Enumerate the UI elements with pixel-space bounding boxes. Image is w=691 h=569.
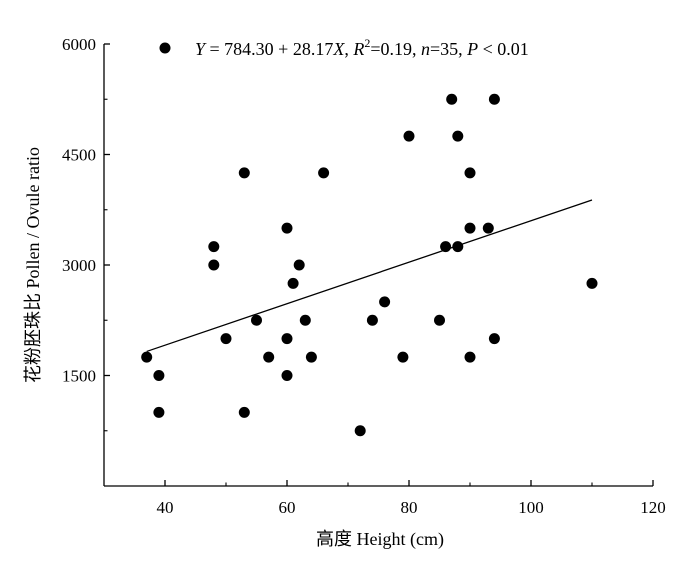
data-point-14 <box>287 277 299 289</box>
legend-text: Y = 784.30 + 28.17X, R2=0.19, n=35, P < … <box>195 36 529 59</box>
data-point-25 <box>440 241 452 253</box>
data-point-33 <box>488 93 500 105</box>
data-point-32 <box>482 222 494 234</box>
data-point-24 <box>434 314 445 326</box>
data-point-4 <box>208 241 220 253</box>
y-tick-label-6000: 6000 <box>62 35 96 54</box>
data-point-17 <box>305 351 317 363</box>
data-point-13 <box>281 370 293 381</box>
x-tick-label-100: 100 <box>518 498 544 517</box>
data-point-19 <box>354 425 366 437</box>
data-point-29 <box>464 167 476 179</box>
y-tick-label-4500: 4500 <box>62 146 96 165</box>
data-point-22 <box>397 351 409 363</box>
data-point-9 <box>251 314 262 326</box>
data-point-31 <box>464 351 476 363</box>
x-tick-label-80: 80 <box>401 498 418 517</box>
data-point-10 <box>263 351 275 363</box>
data-point-11 <box>281 222 293 234</box>
data-point-30 <box>464 222 476 234</box>
data-point-34 <box>488 333 500 345</box>
data-point-21 <box>379 296 391 308</box>
x-axis-title: 高度 Height (cm) <box>316 529 444 550</box>
data-point-6 <box>220 333 232 345</box>
legend: Y = 784.30 + 28.17X, R2=0.19, n=35, P < … <box>159 36 529 59</box>
x-tick-label-60: 60 <box>279 498 296 517</box>
data-point-3 <box>153 406 165 418</box>
data-point-27 <box>452 130 464 142</box>
data-point-35 <box>586 277 598 289</box>
y-tick-label-3000: 3000 <box>62 256 96 275</box>
data-point-15 <box>293 259 305 271</box>
y-tick-label-1500: 1500 <box>62 367 96 386</box>
data-point-2 <box>153 370 165 381</box>
plot-area: 40 60 80 100 120 1500 3000 4500 6000 <box>62 35 666 517</box>
data-point-8 <box>238 406 250 418</box>
data-point-23 <box>403 130 415 142</box>
y-axis-title: 花粉胚珠比 Pollen / Ovule ratio <box>23 147 43 383</box>
data-point-18 <box>318 167 330 179</box>
x-tick-label-40: 40 <box>157 498 174 517</box>
data-point-16 <box>299 314 311 326</box>
data-point-1 <box>141 351 153 363</box>
data-point-28 <box>452 241 464 253</box>
data-point-12 <box>281 333 293 345</box>
data-point-26 <box>446 93 458 105</box>
data-point-20 <box>366 314 378 326</box>
regression-line <box>146 199 593 353</box>
data-point-7 <box>238 167 250 179</box>
data-point-5 <box>208 259 220 271</box>
x-tick-label-120: 120 <box>640 498 666 517</box>
legend-marker <box>159 42 171 54</box>
